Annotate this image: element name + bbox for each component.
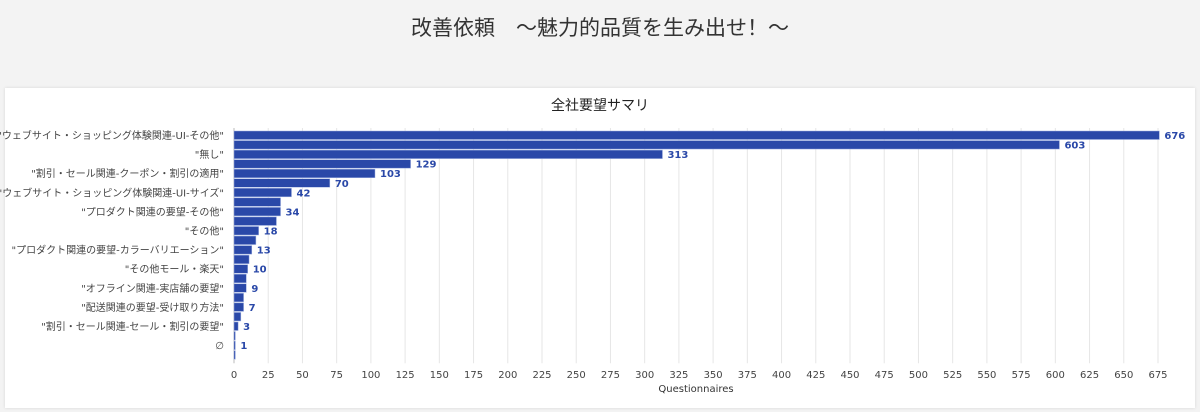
bar [233, 149, 663, 159]
x-tick-label: 650 [1114, 370, 1133, 381]
x-tick-label: 375 [738, 370, 757, 381]
category-label: "配送関連の要望-受け取り方法" [81, 301, 224, 314]
data-label: 9 [251, 284, 258, 295]
x-tick-label: 175 [464, 370, 483, 381]
x-tick-label: 0 [231, 370, 237, 381]
bar [233, 331, 236, 341]
category-label: "その他モール・楽天" [125, 263, 224, 276]
data-label: 18 [264, 227, 278, 238]
category-label: "オフライン関連-実店舗の要望" [81, 282, 224, 295]
data-label: 313 [667, 150, 688, 161]
x-tick-label: 275 [601, 370, 620, 381]
x-tick-label: 600 [1046, 370, 1065, 381]
bar [233, 226, 259, 236]
bar [233, 302, 244, 312]
category-label: "プロダクト関連の要望-カラーバリエーション" [11, 244, 224, 257]
data-label: 3 [243, 322, 250, 333]
x-tick-label: 625 [1080, 370, 1099, 381]
data-label: 129 [416, 160, 437, 171]
x-tick-label: 200 [498, 370, 517, 381]
bar [233, 235, 257, 245]
bar [233, 168, 376, 178]
x-tick-label: 450 [840, 370, 859, 381]
x-axis-label: Questionnaires [658, 384, 733, 395]
category-label: ∅ [215, 341, 224, 352]
category-label: "その他" [185, 225, 224, 238]
x-tick-label: 50 [296, 370, 309, 381]
x-tick-label: 150 [430, 370, 449, 381]
bar [233, 312, 242, 322]
bar [233, 207, 281, 217]
bar [233, 188, 292, 198]
bar [233, 340, 236, 350]
data-label: 676 [1164, 131, 1185, 142]
x-tick-label: 225 [532, 370, 551, 381]
bar [233, 159, 411, 169]
category-label: "割引・セール関連-セール・割引の要望" [41, 320, 224, 333]
x-tick-label: 575 [1012, 370, 1031, 381]
bar [233, 130, 1160, 140]
data-label: 13 [257, 246, 271, 257]
bar [233, 293, 244, 303]
data-label: 42 [296, 188, 310, 199]
x-tick-label: 300 [635, 370, 654, 381]
x-tick-label: 425 [806, 370, 825, 381]
bar [233, 216, 277, 226]
bar [233, 254, 250, 264]
category-label: "無し" [195, 148, 224, 161]
data-label: 34 [286, 207, 300, 218]
data-label: 603 [1064, 141, 1085, 152]
x-tick-label: 75 [330, 370, 343, 381]
bar [233, 350, 236, 360]
category-label: "割引・セール関連-クーポン・割引の適用" [31, 167, 224, 180]
category-label: "ウェブサイト・ショッピング体験関連-UI-その他" [0, 129, 224, 142]
x-tick-label: 400 [772, 370, 791, 381]
x-tick-label: 125 [396, 370, 415, 381]
data-label: 103 [380, 169, 401, 180]
bar [233, 274, 247, 283]
bar [233, 321, 239, 331]
data-label: 7 [249, 303, 256, 314]
chart-title: 全社要望サマリ [551, 98, 649, 114]
x-tick-label: 325 [669, 370, 688, 381]
x-tick-label: 550 [977, 370, 996, 381]
x-tick-label: 475 [875, 370, 894, 381]
data-label: 70 [335, 179, 349, 190]
page-title: 改善依頼 〜魅力的品質を生み出せ！〜 [411, 16, 789, 40]
x-tick-label: 675 [1148, 370, 1167, 381]
bar [233, 140, 1060, 150]
data-label: 1 [240, 341, 247, 352]
bar [233, 264, 248, 274]
bar [233, 197, 281, 207]
x-tick-label: 100 [361, 370, 380, 381]
data-label: 10 [253, 265, 267, 276]
x-tick-label: 350 [704, 370, 723, 381]
category-label: "プロダクト関連の要望-その他" [81, 205, 224, 218]
bar [233, 245, 253, 255]
x-tick-label: 525 [943, 370, 962, 381]
category-label: "ウェブサイト・ショッピング体験関連-UI-サイズ" [0, 186, 224, 199]
x-tick-label: 500 [909, 370, 928, 381]
bar [233, 178, 331, 188]
bar [233, 283, 247, 293]
x-tick-label: 25 [262, 370, 275, 381]
x-tick-label: 250 [567, 370, 586, 381]
